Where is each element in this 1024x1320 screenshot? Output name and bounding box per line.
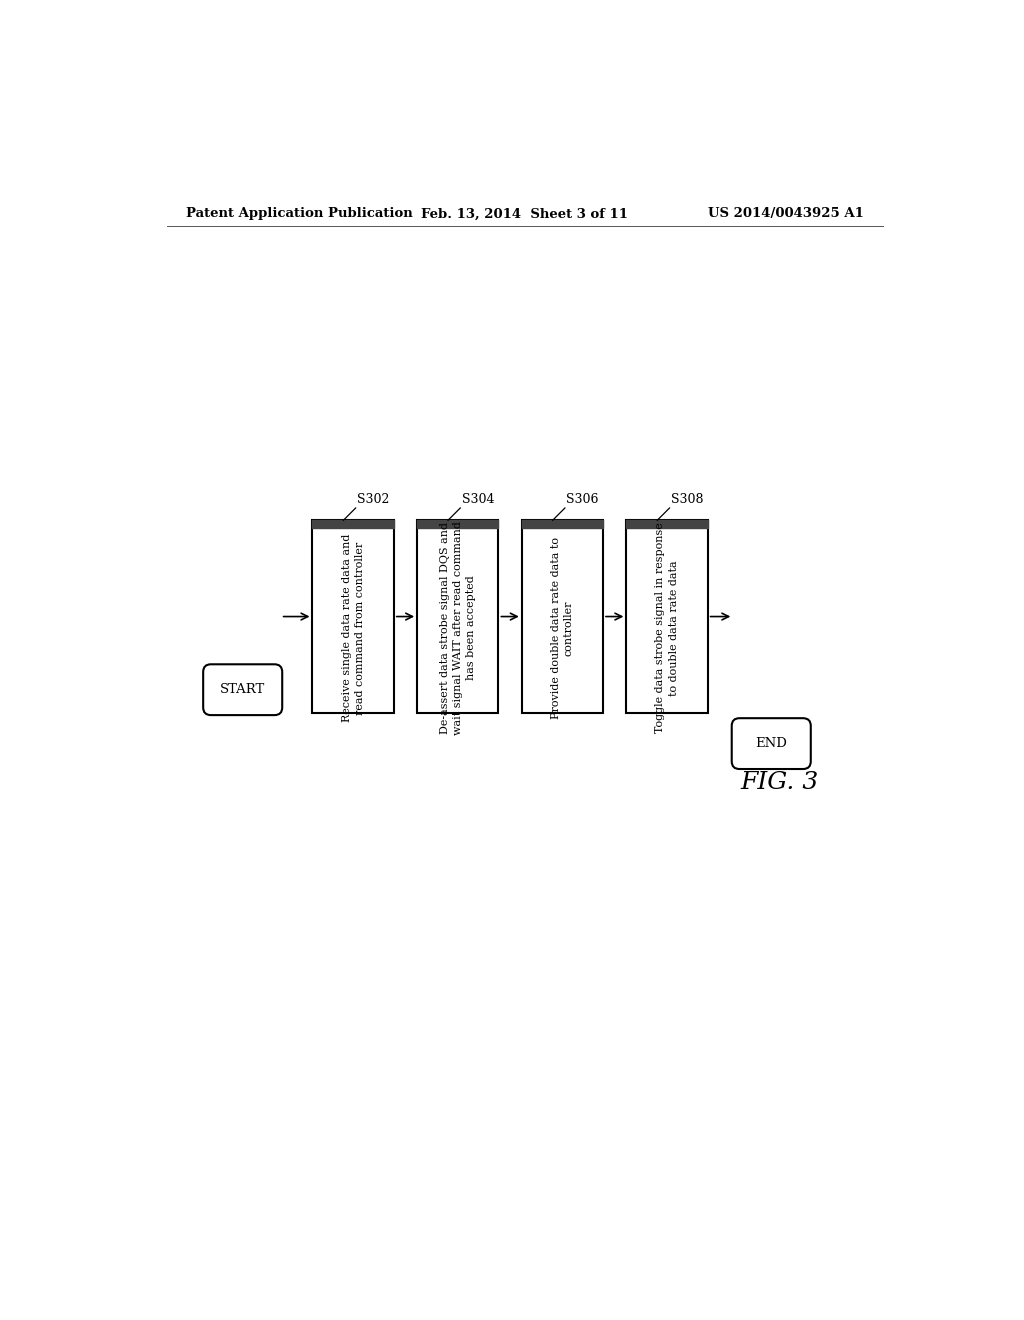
Text: END: END <box>756 737 787 750</box>
Text: S304: S304 <box>462 494 495 507</box>
Text: Toggle data strobe signal in response
to double data rate data: Toggle data strobe signal in response to… <box>655 523 679 734</box>
Bar <box>627 520 708 713</box>
FancyBboxPatch shape <box>732 718 811 770</box>
Text: S308: S308 <box>671 494 703 507</box>
Text: Patent Application Publication: Patent Application Publication <box>186 207 413 220</box>
Text: Provide double data rate data to
controller: Provide double data rate data to control… <box>551 537 574 719</box>
Text: Receive single data rate data and
read command from controller: Receive single data rate data and read c… <box>342 533 365 722</box>
Text: S306: S306 <box>566 494 599 507</box>
Bar <box>312 520 394 713</box>
Text: US 2014/0043925 A1: US 2014/0043925 A1 <box>709 207 864 220</box>
Text: S302: S302 <box>357 494 389 507</box>
Bar <box>417 520 499 713</box>
Text: START: START <box>220 684 265 696</box>
Bar <box>521 520 603 713</box>
FancyBboxPatch shape <box>203 664 283 715</box>
Text: FIG. 3: FIG. 3 <box>740 771 818 793</box>
Text: Feb. 13, 2014  Sheet 3 of 11: Feb. 13, 2014 Sheet 3 of 11 <box>421 207 629 220</box>
Text: De-assert data strobe signal DQS and
wait signal WAIT after read command
has bee: De-assert data strobe signal DQS and wai… <box>439 521 476 735</box>
